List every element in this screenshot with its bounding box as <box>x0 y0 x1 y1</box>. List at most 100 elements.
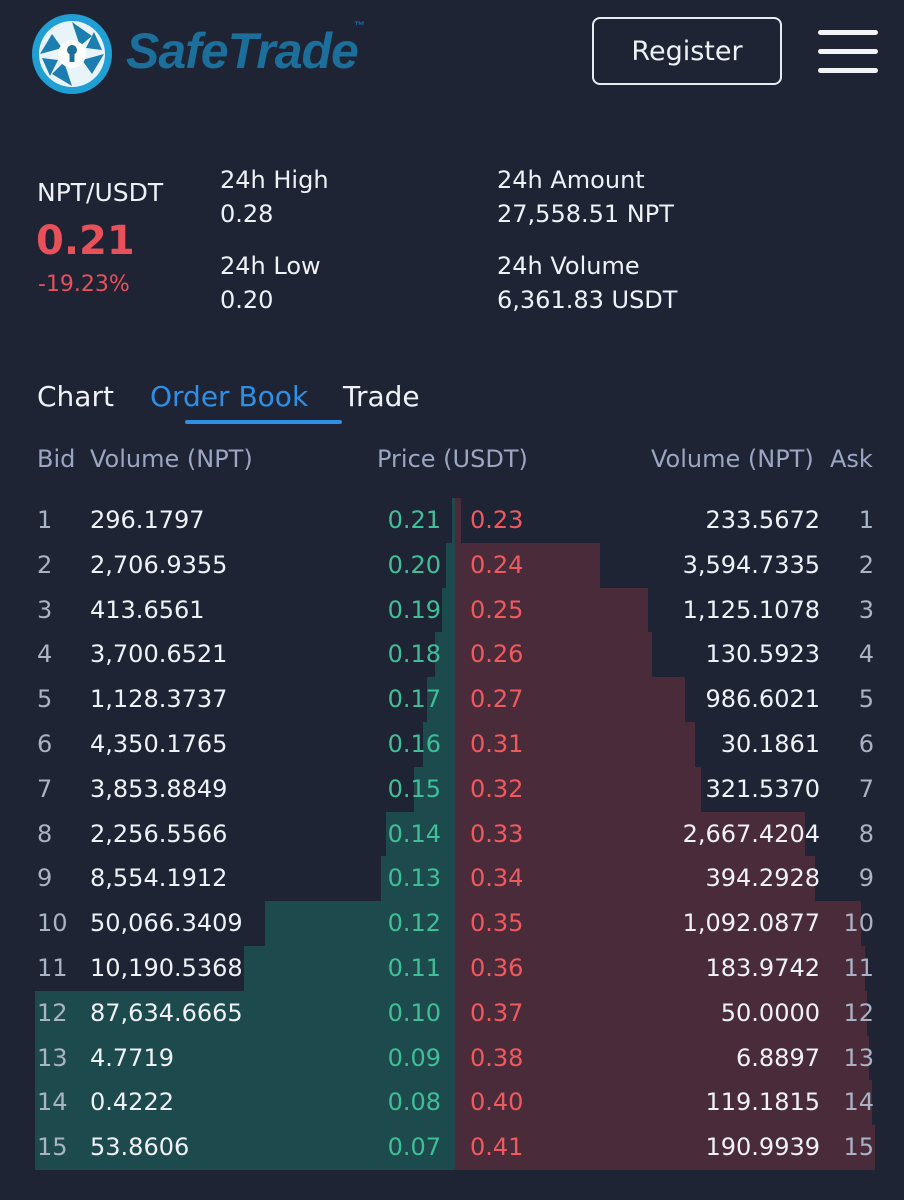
bid-index: 3 <box>37 595 53 624</box>
bid-depth-bar <box>35 1125 455 1171</box>
orderbook-row[interactable]: 3 413.6561 0.19 0.25 1,125.1078 3 <box>0 587 904 633</box>
bid-price: 0.11 <box>387 954 441 982</box>
ask-index: 13 <box>843 1043 874 1072</box>
ask-index: 15 <box>843 1133 874 1162</box>
bid-depth-bar <box>442 587 455 633</box>
ask-volume: 50.0000 <box>720 998 820 1027</box>
orderbook-row[interactable]: 12 87,634.6665 0.10 0.37 50.0000 12 <box>0 990 904 1036</box>
tab-order-book[interactable]: Order Book <box>150 380 309 413</box>
ask-index: 14 <box>843 1088 874 1117</box>
ask-depth-bar <box>455 856 815 902</box>
register-button[interactable]: Register <box>592 17 782 85</box>
menu-icon[interactable] <box>818 30 878 74</box>
bid-volume: 3,700.6521 <box>90 640 228 669</box>
trademark: ™ <box>354 20 365 32</box>
ask-depth-bar <box>455 1035 869 1081</box>
bid-price: 0.10 <box>387 998 441 1027</box>
trading-pair: NPT/USDT <box>37 178 164 207</box>
bid-index: 9 <box>37 864 53 893</box>
bid-price: 0.07 <box>387 1133 441 1162</box>
volume-label: 24h Volume <box>497 252 640 280</box>
ask-index: 6 <box>858 730 874 758</box>
ask-price: 0.26 <box>470 640 524 669</box>
app-header: SafeTrade ™ Register <box>0 0 904 110</box>
bid-index: 10 <box>37 909 68 938</box>
ask-volume: 1,125.1078 <box>682 595 820 624</box>
amount-label: 24h Amount <box>497 166 645 194</box>
bid-index: 15 <box>37 1133 68 1162</box>
ask-price: 0.27 <box>470 685 524 714</box>
ask-volume: 986.6021 <box>705 685 820 714</box>
orderbook-row[interactable]: 13 4.7719 0.09 0.38 6.8897 13 <box>0 1035 904 1081</box>
bid-depth-bar <box>414 766 455 812</box>
orderbook-row[interactable]: 4 3,700.6521 0.18 0.26 130.5923 4 <box>0 632 904 678</box>
ask-depth-bar <box>455 587 648 633</box>
bid-index: 2 <box>37 550 53 579</box>
ask-price: 0.38 <box>470 1043 524 1072</box>
orderbook-row[interactable]: 10 50,066.3409 0.12 0.35 1,092.0877 10 <box>0 901 904 947</box>
orderbook-row[interactable]: 5 1,128.3737 0.17 0.27 986.6021 5 <box>0 677 904 723</box>
ask-index: 5 <box>858 685 874 714</box>
view-tabs: Chart Order Book Trade <box>0 370 904 430</box>
ask-depth-bar <box>455 498 461 543</box>
market-ticker: NPT/USDT 0.21 -19.23% 24h High 0.28 24h … <box>0 160 904 330</box>
orderbook-row[interactable]: 7 3,853.8849 0.15 0.32 321.5370 7 <box>0 766 904 812</box>
orderbook-row[interactable]: 11 10,190.5368 0.11 0.36 183.9742 11 <box>0 946 904 991</box>
bid-volume: 10,190.5368 <box>90 954 243 982</box>
bid-price: 0.19 <box>387 595 441 624</box>
ask-depth-bar <box>455 632 652 678</box>
bid-index: 7 <box>37 774 53 803</box>
ask-volume: 190.9939 <box>705 1133 820 1162</box>
bid-volume: 4.7719 <box>90 1043 174 1072</box>
order-book: 1 296.1797 0.21 0.23 233.5672 1 2 2,706.9355 0.2… <box>0 498 904 1171</box>
ask-volume: 130.5923 <box>705 640 820 669</box>
ask-index: 10 <box>843 909 874 938</box>
bid-volume: 2,256.5566 <box>90 819 228 848</box>
bid-volume: 50,066.3409 <box>90 909 243 938</box>
bid-volume: 8,554.1912 <box>90 864 228 893</box>
bid-index: 1 <box>37 506 53 534</box>
col-price: Price (USDT) <box>377 445 528 473</box>
orderbook-row[interactable]: 8 2,256.5566 0.14 0.33 2,667.4204 8 <box>0 811 904 857</box>
shutter-lock-icon <box>32 14 112 94</box>
bid-volume: 2,706.9355 <box>90 550 228 579</box>
orderbook-row[interactable]: 15 53.8606 0.07 0.41 190.9939 15 <box>0 1125 904 1171</box>
tab-trade[interactable]: Trade <box>343 380 420 413</box>
ask-index: 7 <box>858 774 874 803</box>
bid-volume: 296.1797 <box>90 506 205 534</box>
orderbook-row[interactable]: 1 296.1797 0.21 0.23 233.5672 1 <box>0 498 904 543</box>
bid-volume: 4,350.1765 <box>90 730 228 758</box>
ask-price: 0.34 <box>470 864 524 893</box>
orderbook-row[interactable]: 6 4,350.1765 0.16 0.31 30.1861 6 <box>0 722 904 767</box>
bid-depth-bar <box>381 856 455 902</box>
tab-chart[interactable]: Chart <box>37 380 114 413</box>
safetrade-logo[interactable]: SafeTrade ™ <box>30 12 375 96</box>
ask-volume: 183.9742 <box>705 954 820 982</box>
orderbook-row[interactable]: 14 0.4222 0.08 0.40 119.1815 14 <box>0 1080 904 1126</box>
ask-depth-bar <box>455 990 867 1036</box>
last-price: 0.21 <box>36 218 135 264</box>
orderbook-row[interactable]: 2 2,706.9355 0.20 0.24 3,594.7335 2 <box>0 542 904 588</box>
bid-depth-bar <box>452 498 455 543</box>
ask-price: 0.24 <box>470 550 524 579</box>
price-change: -19.23% <box>38 272 130 297</box>
bid-index: 14 <box>37 1088 68 1117</box>
bid-price: 0.12 <box>387 909 441 938</box>
bid-index: 11 <box>37 954 68 982</box>
bid-depth-bar <box>244 946 455 991</box>
ask-depth-bar <box>455 811 805 857</box>
bid-volume: 0.4222 <box>90 1088 174 1117</box>
ask-depth-bar <box>455 677 685 723</box>
ask-price: 0.33 <box>470 819 524 848</box>
ask-volume: 394.2928 <box>705 864 820 893</box>
high-value: 0.28 <box>220 200 274 228</box>
bid-depth-bar <box>35 1035 455 1081</box>
bid-price: 0.09 <box>387 1043 441 1072</box>
ask-price: 0.32 <box>470 774 524 803</box>
orderbook-row[interactable]: 9 8,554.1912 0.13 0.34 394.2928 9 <box>0 856 904 902</box>
ask-index: 12 <box>843 998 874 1027</box>
ask-depth-bar <box>455 1125 875 1171</box>
ask-volume: 233.5672 <box>705 506 820 534</box>
col-ask: Ask <box>830 445 873 473</box>
ask-index: 3 <box>858 595 874 624</box>
